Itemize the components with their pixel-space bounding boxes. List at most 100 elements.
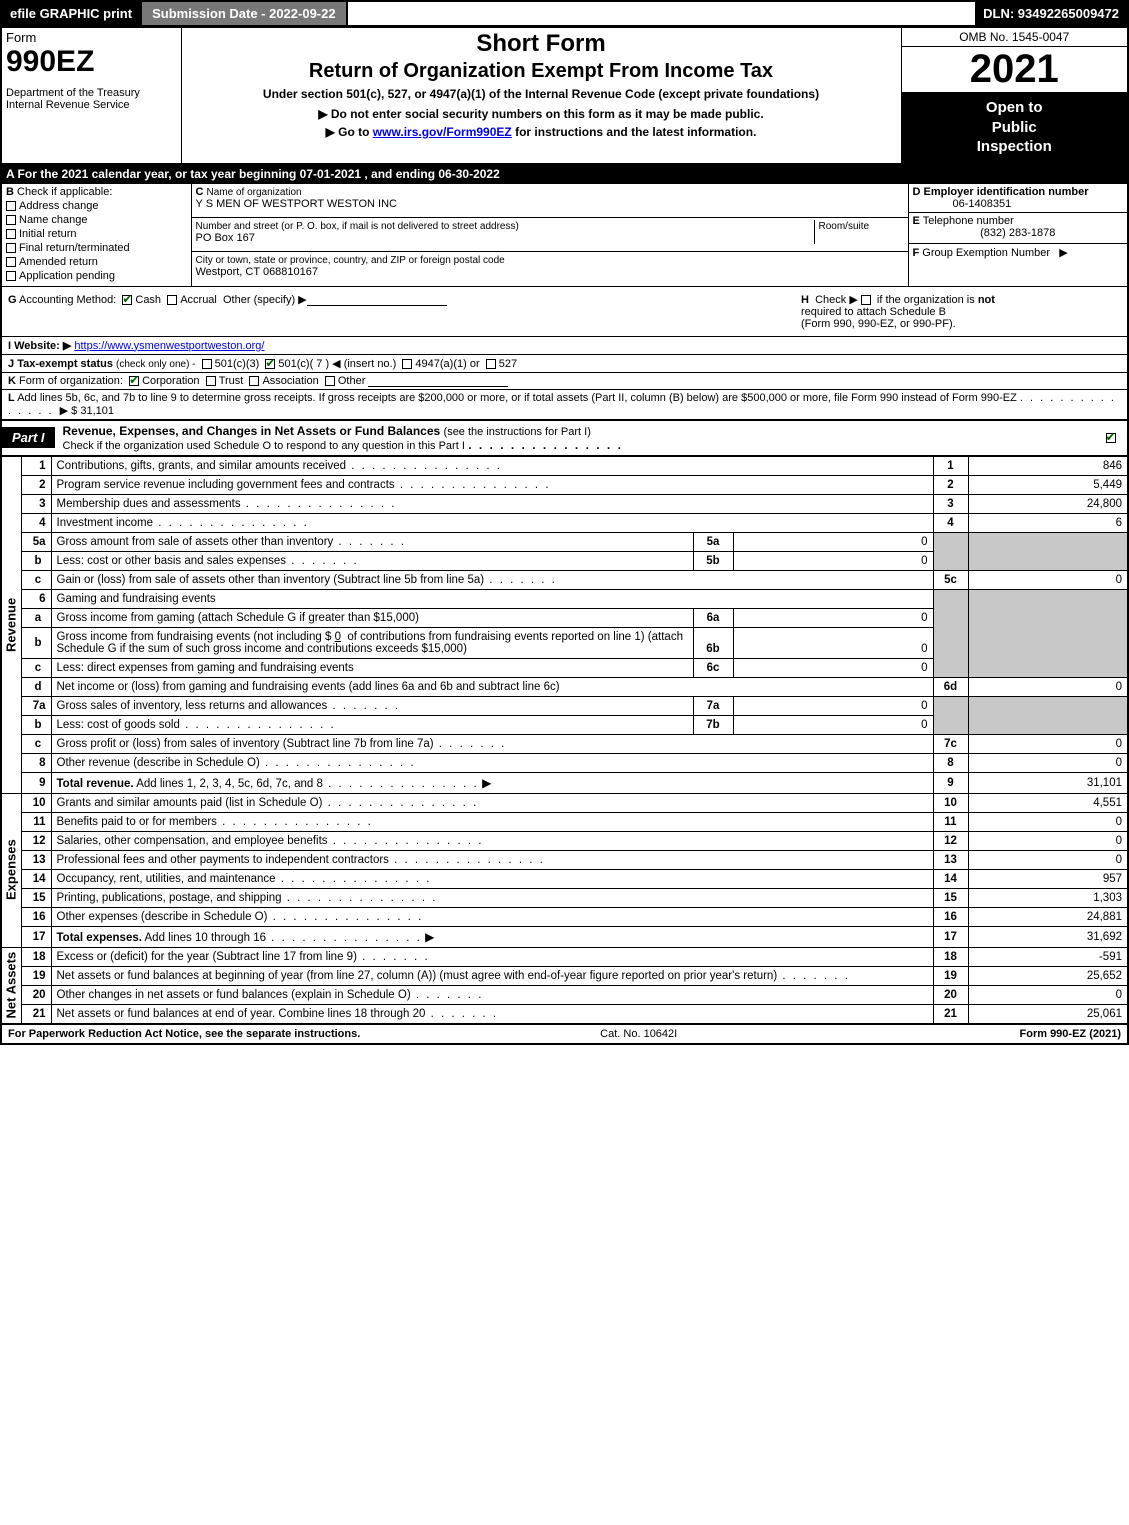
revenue-vertical-label: Revenue	[1, 456, 21, 793]
line-3-desc: Membership dues and assessments	[57, 498, 241, 510]
checkbox-527[interactable]	[486, 359, 496, 369]
line-13-desc: Professional fees and other payments to …	[57, 854, 389, 866]
accrual-label: Accrual	[180, 294, 217, 306]
line-7c-val: 0	[968, 734, 1128, 753]
section-a-period: A For the 2021 calendar year, or tax yea…	[0, 165, 1129, 183]
line-15-outnum: 15	[933, 888, 968, 907]
line-13-num: 13	[21, 850, 51, 869]
checkbox-other-org[interactable]	[325, 376, 335, 386]
part-1-sub: (see the instructions for Part I)	[444, 426, 591, 438]
part-1-title-text: Revenue, Expenses, and Changes in Net As…	[63, 424, 441, 438]
checkbox-schedule-b[interactable]	[861, 295, 871, 305]
line-6d-val: 0	[968, 677, 1128, 696]
section-j: J Tax-exempt status (check only one) - 5…	[0, 355, 1129, 373]
line-4-val: 6	[968, 513, 1128, 532]
tax-year: 2021	[902, 47, 1128, 92]
line-7b-innum: 7b	[693, 715, 733, 734]
note2-post: for instructions and the latest informat…	[512, 125, 757, 139]
irs-link[interactable]: www.irs.gov/Form990EZ	[373, 125, 512, 139]
line-13-val: 0	[968, 850, 1128, 869]
opt-trust: Trust	[219, 375, 244, 387]
phone-label: Telephone number	[923, 215, 1014, 227]
line-14-desc: Occupancy, rent, utilities, and maintena…	[57, 873, 276, 885]
checkbox-final-return[interactable]	[6, 243, 16, 253]
line-20-val: 0	[968, 985, 1128, 1004]
section-g-label: G	[8, 294, 17, 306]
checkbox-name-change[interactable]	[6, 215, 16, 225]
checkbox-amended-return[interactable]	[6, 257, 16, 267]
line-11-desc: Benefits paid to or for members	[57, 816, 217, 828]
line-7a-inval: 0	[733, 696, 933, 715]
cb-label-2: Initial return	[19, 228, 76, 240]
inspection-3: Inspection	[977, 138, 1052, 155]
dots-icon	[346, 460, 502, 472]
checkbox-association[interactable]	[249, 376, 259, 386]
line-14-outnum: 14	[933, 869, 968, 888]
dots-icon	[266, 932, 422, 944]
line-19-outnum: 19	[933, 966, 968, 985]
section-h-label: H	[801, 294, 809, 306]
cat-no: Cat. No. 10642I	[453, 1028, 824, 1040]
line-7a-desc: Gross sales of inventory, less returns a…	[57, 700, 328, 712]
topbar-spacer	[348, 2, 976, 25]
efile-print-label[interactable]: efile GRAPHIC print	[2, 2, 140, 25]
dots-icon	[241, 498, 397, 510]
cb-label-0: Address change	[19, 200, 99, 212]
line-5c-desc: Gain or (loss) from sale of assets other…	[57, 574, 485, 586]
checkbox-cash[interactable]	[122, 295, 132, 305]
part-1-table: Revenue 1 Contributions, gifts, grants, …	[0, 456, 1129, 1025]
line-10-desc: Grants and similar amounts paid (list in…	[57, 797, 323, 809]
checkbox-initial-return[interactable]	[6, 229, 16, 239]
line-6c-num: c	[21, 658, 51, 677]
line-15-val: 1,303	[968, 888, 1128, 907]
h-text2: if the organization is	[877, 294, 975, 306]
checkbox-501c[interactable]	[265, 359, 275, 369]
line-9-desc: Total revenue.	[57, 778, 134, 790]
room-suite-label: Room/suite	[819, 221, 870, 232]
other-specify-label: Other (specify) ▶	[223, 294, 307, 306]
line-9-outnum: 9	[933, 772, 968, 793]
dots-icon	[282, 892, 438, 904]
checkbox-application-pending[interactable]	[6, 271, 16, 281]
dept-treasury: Department of the Treasury	[6, 87, 177, 99]
line-8-outnum: 8	[933, 753, 968, 772]
h-text3: required to attach Schedule B	[801, 306, 946, 318]
line-6c-inval: 0	[733, 658, 933, 677]
line-15-desc: Printing, publications, postage, and shi…	[57, 892, 282, 904]
omb-number: OMB No. 1545-0047	[901, 28, 1128, 47]
org-name: Y S MEN OF WESTPORT WESTON INC	[196, 198, 398, 210]
section-f-label: F	[913, 247, 920, 259]
dots-icon	[323, 778, 479, 790]
dots-icon	[322, 797, 478, 809]
city-value: Westport, CT 068810167	[196, 266, 319, 278]
line-5b-innum: 5b	[693, 551, 733, 570]
dots-icon	[217, 816, 373, 828]
section-k: K Form of organization: Corporation Trus…	[0, 373, 1129, 390]
phone-value: (832) 283-1878	[913, 227, 1124, 239]
line-18-desc: Excess or (deficit) for the year (Subtra…	[57, 951, 357, 963]
line-4-outnum: 4	[933, 513, 968, 532]
opt-other: Other	[338, 375, 366, 387]
form-number-block: Form 990EZ	[6, 30, 177, 79]
line-17-desc: Total expenses.	[57, 932, 142, 944]
website-link[interactable]: https://www.ysmenwestportweston.org/	[74, 340, 264, 352]
checkbox-schedule-o-used[interactable]	[1106, 433, 1116, 443]
dots-icon	[180, 719, 336, 731]
checkbox-501c3[interactable]	[202, 359, 212, 369]
form-ref-post: (2021)	[1086, 1028, 1121, 1040]
checkbox-address-change[interactable]	[6, 201, 16, 211]
checkbox-trust[interactable]	[206, 376, 216, 386]
h-text4: (Form 990, 990-EZ, or 990-PF).	[801, 318, 956, 330]
dots-icon	[468, 438, 623, 452]
line-3-outnum: 3	[933, 494, 968, 513]
dots-icon	[777, 970, 850, 982]
section-b-label: B	[6, 186, 14, 198]
top-bar: efile GRAPHIC print Submission Date - 20…	[0, 0, 1129, 27]
checkbox-corporation[interactable]	[129, 376, 139, 386]
line-5a-desc: Gross amount from sale of assets other t…	[57, 536, 334, 548]
dots-icon	[276, 873, 432, 885]
dln-label: DLN: 93492265009472	[975, 2, 1127, 25]
line-7c-num: c	[21, 734, 51, 753]
checkbox-accrual[interactable]	[167, 295, 177, 305]
checkbox-4947[interactable]	[402, 359, 412, 369]
